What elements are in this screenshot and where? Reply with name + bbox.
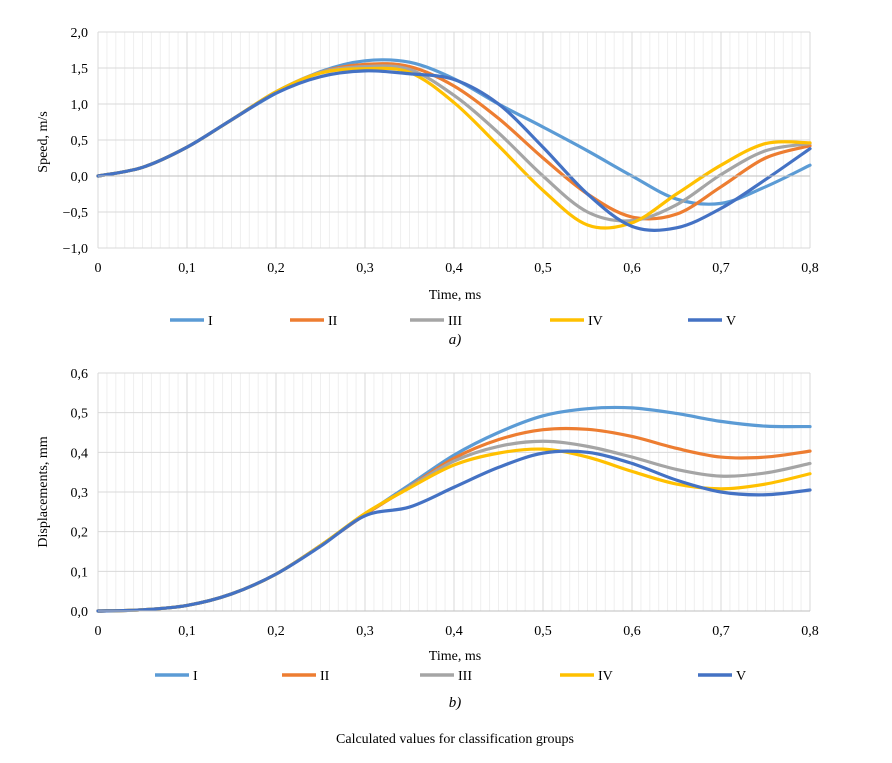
displacement-chart-y-tick-label: 0,0 — [71, 605, 89, 620]
displacement-chart-x-tick-label: 0,8 — [801, 624, 819, 639]
speed-chart-y-tick-label: 0,5 — [71, 134, 89, 149]
speed-chart-x-tick-label: 0,3 — [356, 261, 374, 276]
speed-chart-legend-label-ii: II — [328, 314, 338, 329]
displacement-chart-axes: 0 0,1 0,2 0,3 0,4 0,5 0,6 0,7 0,8 0,0 0,1 0,2 0,3 0,4… — [71, 367, 819, 639]
displacement-chart-x-tick-label: 0,6 — [623, 624, 641, 639]
speed-chart-x-tick-label: 0,4 — [445, 261, 463, 276]
speed-chart-x-tick-label: 0,1 — [178, 261, 196, 276]
speed-chart-x-tick-label: 0,7 — [712, 261, 730, 276]
displacement-chart-legend: I II III IV V — [155, 669, 746, 684]
speed-chart-legend-label-iii: III — [448, 314, 462, 329]
displacement-chart-x-tick-label: 0,2 — [267, 624, 285, 639]
displacement-chart-y-tick-label: 0,5 — [71, 407, 89, 422]
displacement-chart-series — [96, 405, 812, 613]
displacement-chart: 0 0,1 0,2 0,3 0,4 0,5 0,6 0,7 0,8 0,0 0,1 0,2 0,3 0,4… — [36, 367, 819, 711]
speed-chart-x-tick-label: 0,2 — [267, 261, 285, 276]
speed-chart-series — [96, 58, 812, 232]
displacement-chart-legend-label-ii: II — [320, 669, 330, 684]
displacement-chart-x-tick-label: 0,5 — [534, 624, 552, 639]
displacement-chart-y-tick-label: 0,4 — [71, 446, 89, 461]
speed-chart-y-tick-label: 1,5 — [71, 62, 89, 77]
speed-chart-y-tick-label: 2,0 — [71, 26, 89, 41]
speed-chart-ylabel: Speed, m/s — [36, 111, 51, 172]
speed-chart-legend-label-v: V — [726, 314, 736, 329]
displacement-chart-x-tick-label: 0,7 — [712, 624, 730, 639]
displacement-chart-xlabel: Time, ms — [429, 649, 481, 664]
speed-chart: 0 0,1 0,2 0,3 0,4 0,5 0,6 0,7 0,8 −1,0 −0,5 0,0 0,5 1… — [36, 26, 819, 348]
displacement-chart-grid — [97, 372, 811, 612]
speed-chart-series-v-line — [96, 69, 812, 232]
displacement-chart-y-tick-label: 0,3 — [71, 486, 89, 501]
speed-chart-legend-label-iv: IV — [588, 314, 603, 329]
figure-caption: Calculated values for classification gro… — [336, 732, 574, 747]
displacement-chart-legend-label-i: I — [193, 669, 198, 684]
speed-chart-x-tick-label: 0 — [95, 261, 102, 276]
displacement-chart-ylabel: Displacements, mm — [36, 436, 51, 547]
speed-chart-xlabel: Time, ms — [429, 288, 481, 303]
displacement-chart-y-tick-label: 0,2 — [71, 526, 89, 541]
displacement-chart-x-tick-label: 0,4 — [445, 624, 463, 639]
speed-chart-legend: I II III IV V — [170, 314, 736, 329]
displacement-chart-series-v-line — [96, 449, 812, 613]
displacement-chart-y-tick-label: 0,1 — [71, 565, 89, 580]
speed-chart-grid — [97, 31, 811, 249]
displacement-chart-panel-label: b) — [449, 695, 462, 711]
displacement-chart-x-tick-label: 0 — [95, 624, 102, 639]
displacement-chart-legend-label-iv: IV — [598, 669, 613, 684]
displacement-chart-x-tick-label: 0,1 — [178, 624, 196, 639]
displacement-chart-x-tick-label: 0,3 — [356, 624, 374, 639]
displacement-chart-legend-label-v: V — [736, 669, 746, 684]
speed-chart-legend-label-i: I — [208, 314, 213, 329]
speed-chart-x-tick-label: 0,8 — [801, 261, 819, 276]
speed-chart-y-tick-label: 1,0 — [71, 98, 89, 113]
speed-chart-y-tick-label: −1,0 — [63, 242, 88, 257]
speed-chart-y-tick-label: −0,5 — [63, 206, 88, 221]
displacement-chart-legend-label-iii: III — [458, 669, 472, 684]
speed-chart-x-tick-label: 0,5 — [534, 261, 552, 276]
speed-chart-panel-label: a) — [449, 332, 462, 348]
speed-chart-x-tick-label: 0,6 — [623, 261, 641, 276]
displacement-chart-y-tick-label: 0,6 — [71, 367, 89, 382]
speed-chart-y-tick-label: 0,0 — [71, 170, 89, 185]
speed-chart-axes: 0 0,1 0,2 0,3 0,4 0,5 0,6 0,7 0,8 −1,0 −0,5 0,0 0,5 1… — [63, 26, 819, 276]
